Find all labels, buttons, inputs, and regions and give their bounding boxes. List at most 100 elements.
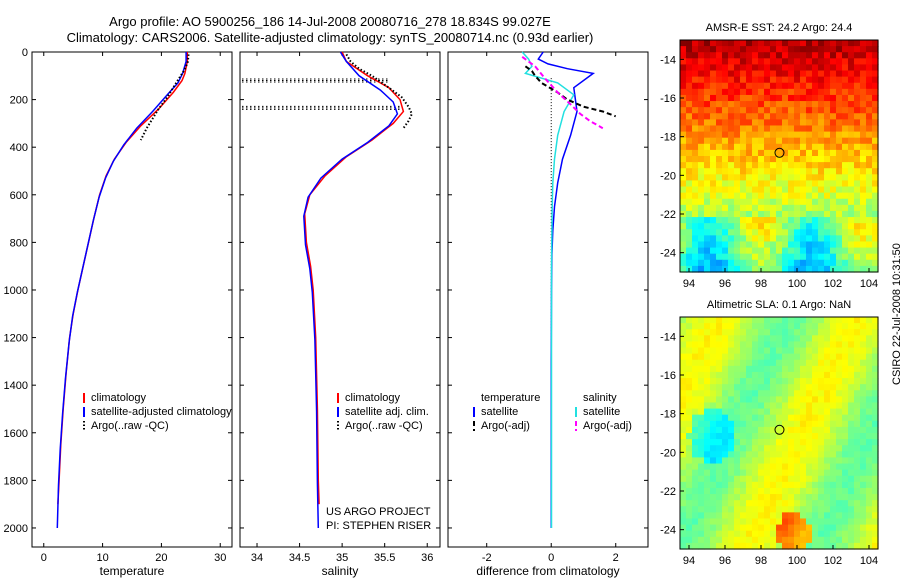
heatmap-cell xyxy=(842,396,849,404)
heatmap-cell xyxy=(680,506,687,513)
heatmap-cell xyxy=(872,192,879,200)
heatmap-cell xyxy=(704,426,711,434)
heatmap-cell xyxy=(686,365,693,373)
heatmap-cell xyxy=(752,94,759,102)
heatmap-cell xyxy=(728,82,735,90)
heatmap-cell xyxy=(776,457,783,465)
heatmap-cell xyxy=(728,487,735,495)
x-tick-label: 35.5 xyxy=(374,552,395,564)
heatmap-cell xyxy=(680,420,687,428)
heatmap-cell xyxy=(704,125,711,133)
heatmap-cell xyxy=(692,113,699,120)
heatmap-cell xyxy=(764,64,771,72)
heatmap-cell xyxy=(770,506,777,513)
heatmap-cell xyxy=(836,192,843,200)
heatmap-cell xyxy=(866,210,873,218)
heatmap-cell xyxy=(716,76,723,84)
heatmap-cell xyxy=(854,46,861,53)
heatmap-cell xyxy=(788,82,795,90)
heatmap-cell xyxy=(860,119,867,127)
heatmap-cell xyxy=(824,335,831,343)
heatmap-cell xyxy=(716,469,723,477)
heatmap-cell xyxy=(746,469,753,477)
heatmap-cell xyxy=(860,481,867,489)
heatmap-cell xyxy=(800,156,807,163)
heatmap-cell xyxy=(806,223,813,230)
heatmap-cell xyxy=(866,384,873,391)
heatmap-cell xyxy=(692,512,699,520)
series-line-2 xyxy=(303,51,399,529)
heatmap-cell xyxy=(794,512,801,520)
heatmap-cell xyxy=(680,229,687,236)
heatmap-cell xyxy=(770,402,777,410)
x-tick-label: 96 xyxy=(719,555,731,567)
heatmap-cell xyxy=(788,475,795,483)
heatmap-cell xyxy=(722,506,729,513)
heatmap-cell xyxy=(788,119,795,127)
heatmap-cell xyxy=(812,265,819,273)
heatmap-cell xyxy=(782,101,789,108)
heatmap-cell xyxy=(818,162,825,169)
heatmap-cell xyxy=(704,253,711,261)
heatmap-cell xyxy=(776,420,783,428)
heatmap-cell xyxy=(746,210,753,218)
heatmap-cell xyxy=(686,408,693,416)
heatmap-cell xyxy=(710,536,717,544)
heatmap-cell xyxy=(788,253,795,261)
heatmap-cell xyxy=(794,137,801,145)
heatmap-cell xyxy=(710,210,717,218)
heatmap-cell xyxy=(770,101,777,108)
heatmap-cell xyxy=(836,487,843,495)
heatmap-cell xyxy=(860,475,867,483)
heatmap-cell xyxy=(812,40,819,47)
heatmap-cell xyxy=(680,463,687,471)
heatmap-cell xyxy=(806,52,813,59)
heatmap-cell xyxy=(806,469,813,477)
heatmap-cell xyxy=(758,143,765,151)
heatmap-cell xyxy=(842,390,849,397)
heatmap-cell xyxy=(794,329,801,336)
heatmap-cell xyxy=(794,101,801,108)
heatmap-cell xyxy=(728,359,735,367)
heatmap-cell xyxy=(770,463,777,471)
heatmap-cell xyxy=(800,365,807,373)
heatmap-cell xyxy=(728,40,735,47)
heatmap-cell xyxy=(752,198,759,206)
heatmap-cell xyxy=(872,524,879,532)
heatmap-cell xyxy=(686,210,693,218)
heatmap-cell xyxy=(764,426,771,434)
heatmap-cell xyxy=(764,475,771,483)
heatmap-cell xyxy=(866,341,873,349)
heatmap-cell xyxy=(704,58,711,66)
heatmap-cell xyxy=(812,457,819,465)
heatmap-cell xyxy=(722,518,729,526)
heatmap-cell xyxy=(722,524,729,532)
heatmap-cell xyxy=(764,143,771,151)
heatmap-cell xyxy=(746,396,753,404)
heatmap-cell xyxy=(758,359,765,367)
heatmap-cell xyxy=(734,52,741,59)
heatmap-cell xyxy=(716,512,723,520)
heatmap-cell xyxy=(866,58,873,66)
heatmap-cell xyxy=(680,390,687,397)
heatmap-cell xyxy=(842,70,849,78)
heatmap-cell xyxy=(800,518,807,526)
heatmap-cell xyxy=(854,506,861,513)
heatmap-cell xyxy=(788,396,795,404)
heatmap-cell xyxy=(710,40,717,47)
heatmap-cell xyxy=(734,396,741,404)
heatmap-cell xyxy=(740,180,747,188)
heatmap-cell xyxy=(812,530,819,538)
heatmap-cell xyxy=(764,58,771,66)
heatmap-cell xyxy=(686,235,693,243)
heatmap-cell xyxy=(806,347,813,355)
heatmap-cell xyxy=(794,186,801,194)
heatmap-cell xyxy=(746,341,753,349)
heatmap-cell xyxy=(830,253,837,261)
heatmap-cell xyxy=(740,174,747,182)
heatmap-cell xyxy=(686,390,693,397)
heatmap-cell xyxy=(746,494,753,501)
heatmap-cell xyxy=(740,518,747,526)
heatmap-cell xyxy=(704,101,711,108)
heatmap-cell xyxy=(836,174,843,182)
